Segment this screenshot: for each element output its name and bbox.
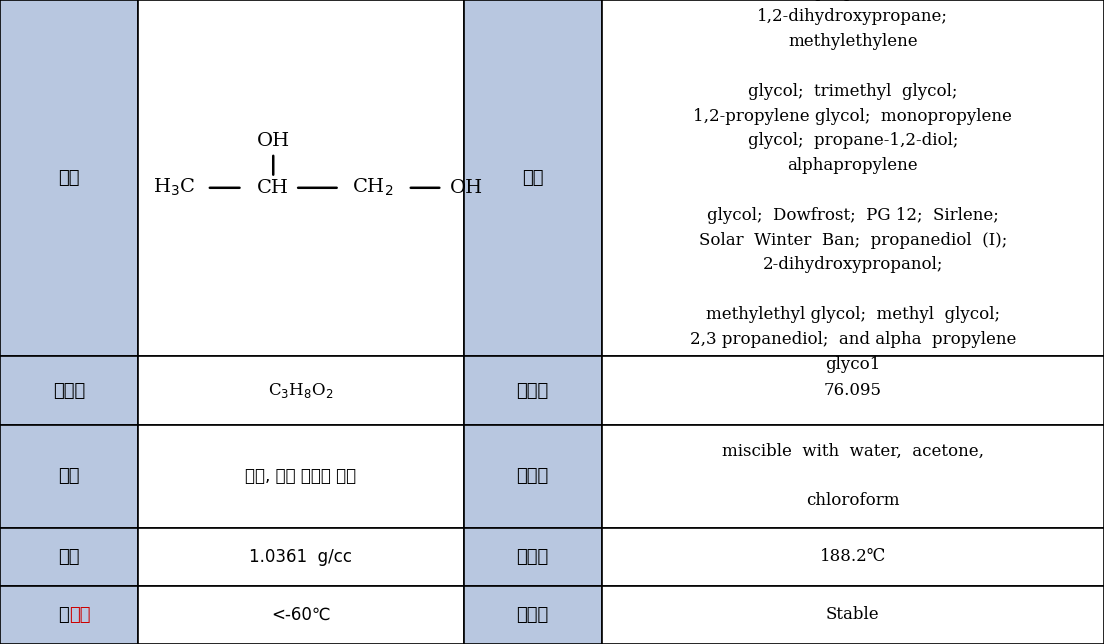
Text: C$_3$H$_8$O$_2$: C$_3$H$_8$O$_2$ bbox=[268, 381, 333, 400]
Bar bbox=[138, 527, 464, 586]
Text: 밀도: 밀도 bbox=[59, 547, 79, 565]
Bar bbox=[602, 356, 1104, 425]
Bar bbox=[138, 425, 464, 527]
Bar bbox=[0, 425, 138, 527]
Text: 는점: 는점 bbox=[68, 606, 91, 624]
Text: <-60℃: <-60℃ bbox=[272, 606, 330, 624]
Text: 이명: 이명 bbox=[522, 169, 543, 187]
Text: 분자식: 분자식 bbox=[53, 381, 85, 399]
Text: 1.0361  g/cc: 1.0361 g/cc bbox=[250, 547, 352, 565]
Bar bbox=[138, 0, 464, 356]
Bar bbox=[138, 586, 464, 644]
Text: 76.095: 76.095 bbox=[824, 382, 882, 399]
Text: 용해도: 용해도 bbox=[517, 467, 549, 485]
Bar bbox=[602, 586, 1104, 644]
Text: miscible  with  water,  acetone,

chloroform: miscible with water, acetone, chloroform bbox=[722, 443, 984, 509]
Bar bbox=[602, 0, 1104, 356]
Bar bbox=[602, 425, 1104, 527]
Text: 녹: 녹 bbox=[59, 606, 68, 624]
Text: 안정성: 안정성 bbox=[517, 606, 549, 624]
Text: 구조: 구조 bbox=[59, 169, 79, 187]
Text: 분자량: 분자량 bbox=[517, 381, 549, 399]
Text: 성상: 성상 bbox=[59, 467, 79, 485]
Text: OH: OH bbox=[449, 179, 484, 197]
Text: 끓는점: 끓는점 bbox=[517, 547, 549, 565]
Text: OH: OH bbox=[256, 133, 290, 151]
Bar bbox=[464, 586, 602, 644]
Bar bbox=[602, 527, 1104, 586]
Text: 무색, 무취 점조성 액체: 무색, 무취 점조성 액체 bbox=[245, 467, 357, 485]
Bar bbox=[464, 527, 602, 586]
Text: 1,2-propanediol;
1,2-dihydroxypropane;
methylethylene

glycol;  trimethyl  glyco: 1,2-propanediol; 1,2-dihydroxypropane; m… bbox=[690, 0, 1016, 373]
Bar bbox=[0, 527, 138, 586]
Bar bbox=[138, 356, 464, 425]
Bar bbox=[0, 0, 138, 356]
Text: CH: CH bbox=[257, 179, 289, 197]
Text: 188.2℃: 188.2℃ bbox=[819, 548, 887, 565]
Bar bbox=[464, 356, 602, 425]
Text: CH$_2$: CH$_2$ bbox=[352, 177, 393, 198]
Text: Stable: Stable bbox=[826, 607, 880, 623]
Bar bbox=[0, 586, 138, 644]
Bar bbox=[464, 425, 602, 527]
Text: H$_3$C: H$_3$C bbox=[152, 177, 195, 198]
Bar bbox=[464, 0, 602, 356]
Bar bbox=[0, 356, 138, 425]
